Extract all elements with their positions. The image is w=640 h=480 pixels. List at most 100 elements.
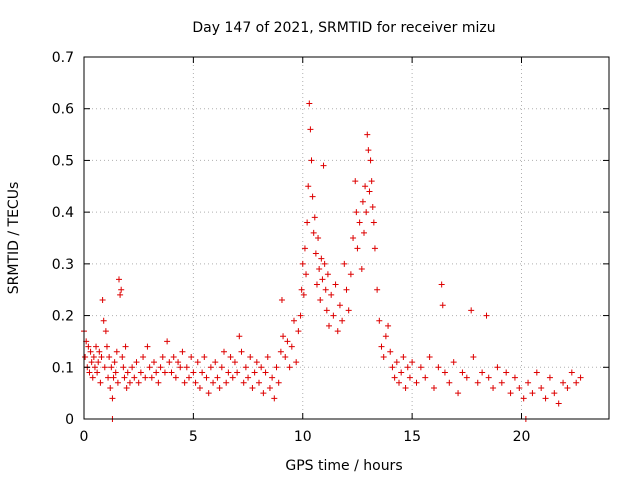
data-point [387, 348, 394, 355]
y-tick-label: 0.3 [52, 257, 74, 273]
plot-frame [83, 56, 610, 420]
data-point [577, 374, 584, 381]
data-point [297, 312, 304, 319]
data-point [175, 359, 182, 366]
data-point [511, 374, 518, 381]
data-point [223, 379, 230, 386]
data-point [216, 384, 223, 391]
data-point [82, 353, 89, 360]
data-point [177, 364, 184, 371]
data-point [546, 374, 553, 381]
x-tick-label: 10 [294, 429, 312, 445]
data-point [269, 374, 276, 381]
data-point [210, 379, 217, 386]
data-point [256, 379, 262, 386]
data-point [168, 369, 175, 376]
data-point [324, 271, 331, 278]
data-point [441, 369, 448, 376]
data-point [240, 379, 247, 386]
data-point [366, 188, 373, 195]
data-point [341, 260, 348, 267]
data-point [368, 178, 375, 185]
data-point [95, 359, 102, 366]
data-point [459, 369, 466, 376]
data-point [431, 384, 437, 391]
data-point [236, 333, 243, 340]
data-point [110, 374, 117, 381]
data-point [258, 364, 265, 371]
data-point [336, 302, 343, 309]
data-point [117, 291, 124, 298]
y-tick-label: 0.4 [52, 205, 74, 221]
data-point [446, 379, 453, 386]
data-point [358, 266, 365, 273]
y-tick-label: 0.6 [52, 102, 74, 118]
data-point [190, 369, 197, 376]
data-point [247, 353, 254, 360]
data-point [155, 379, 162, 386]
data-point [485, 374, 492, 381]
data-point [227, 353, 234, 360]
data-point [159, 353, 166, 360]
data-point [122, 343, 129, 350]
data-point [529, 390, 536, 397]
data-point [304, 219, 311, 226]
data-point [205, 390, 212, 397]
data-point [113, 348, 120, 355]
data-point [242, 364, 249, 371]
data-point [367, 157, 374, 164]
data-point [277, 348, 284, 355]
data-point [350, 235, 357, 241]
data-point [352, 178, 359, 185]
data-point [231, 359, 238, 366]
data-point [119, 353, 126, 360]
data-point [284, 338, 291, 345]
data-point [417, 364, 424, 371]
data-point [124, 369, 131, 376]
data-point [479, 369, 486, 376]
data-point [199, 369, 206, 376]
data-point [463, 374, 470, 381]
data-point [468, 307, 475, 314]
data-point [221, 348, 227, 355]
data-point [516, 384, 523, 391]
data-point [288, 343, 295, 350]
y-axis-ticks: 0 0.1 0.2 0.3 0.4 0.5 0.6 0.7 [52, 50, 609, 428]
y-tick-label: 0 [65, 412, 74, 428]
data-point [320, 162, 327, 169]
data-point [164, 338, 171, 345]
data-point [108, 364, 115, 371]
data-point [371, 245, 378, 252]
data-point [126, 379, 133, 386]
data-point [542, 395, 549, 402]
data-point [114, 379, 121, 386]
data-point [157, 364, 164, 371]
data-point [306, 100, 313, 107]
data-point [378, 343, 385, 350]
data-point [91, 364, 98, 371]
x-tick-label: 5 [189, 429, 198, 445]
data-point [121, 374, 128, 381]
data-point [90, 353, 97, 360]
data-point [455, 390, 462, 397]
data-point [153, 369, 160, 376]
data-point [100, 317, 107, 324]
data-point [299, 260, 306, 267]
data-point [382, 333, 389, 340]
x-axis-ticks: 0 5 10 15 20 [80, 57, 530, 445]
data-point [96, 348, 103, 355]
data-point [406, 374, 413, 381]
data-point [142, 374, 149, 381]
data-point [330, 312, 337, 319]
data-point [291, 317, 297, 324]
data-point [398, 369, 405, 376]
data-point [365, 147, 372, 154]
data-point [498, 379, 505, 386]
data-point [201, 353, 208, 360]
data-point [275, 379, 282, 386]
data-point [293, 359, 300, 366]
data-point [525, 379, 532, 386]
data-point [166, 359, 173, 366]
data-point [538, 384, 545, 391]
data-point [207, 364, 214, 371]
